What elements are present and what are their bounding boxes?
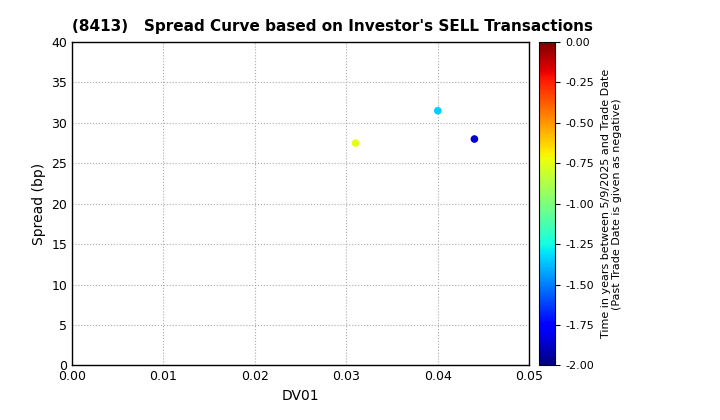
Y-axis label: Spread (bp): Spread (bp) [32,163,45,245]
Point [350,140,361,147]
Point [469,136,480,142]
Text: (8413)   Spread Curve based on Investor's SELL Transactions: (8413) Spread Curve based on Investor's … [72,19,593,34]
Point [432,108,444,114]
X-axis label: DV01: DV01 [282,389,320,403]
Y-axis label: Time in years between 5/9/2025 and Trade Date
(Past Trade Date is given as negat: Time in years between 5/9/2025 and Trade… [600,69,622,339]
